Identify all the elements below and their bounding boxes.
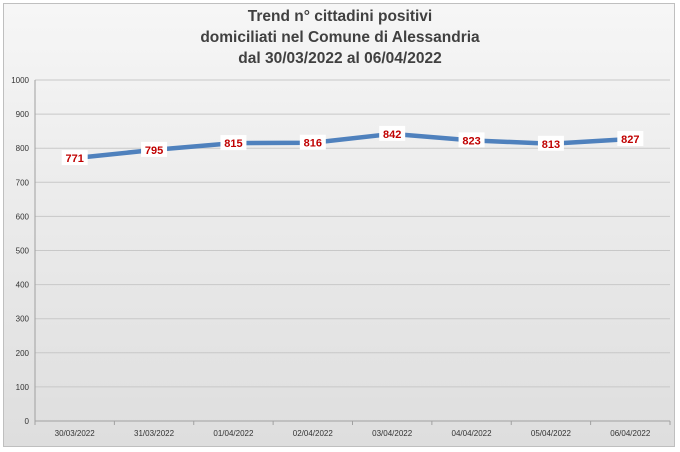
chart-title-line-3: dal 30/03/2022 al 06/04/2022 [238,50,442,67]
data-label-bg [299,134,326,150]
x-tick-label: 05/04/2022 [531,429,572,438]
data-label-bg [220,135,247,151]
data-labels: 771 795 815 816 842 823 813 827 [61,125,644,166]
data-label-bg [537,135,564,151]
x-tick-label: 04/04/2022 [452,429,493,438]
data-label: 771 [61,150,88,166]
data-label: 823 [458,132,485,148]
x-tick-label: 01/04/2022 [213,429,254,438]
y-tick-label: 400 [16,281,30,290]
y-tick-label: 100 [16,383,30,392]
y-tick-label: 600 [16,212,30,221]
y-axis: 0 100 200 300 400 500 600 700 800 900 1000 [11,76,36,426]
data-label-text: 842 [383,129,401,141]
y-tick-label: 1000 [11,76,29,85]
x-tick-label: 30/03/2022 [55,429,96,438]
data-label: 813 [537,135,564,151]
y-tick-label: 500 [16,247,30,256]
x-tick-label: 06/04/2022 [610,429,651,438]
gridlines [35,79,670,422]
chart-title-line-2: domiciliati nel Comune di Alessandria [200,29,480,46]
data-label-text: 815 [224,138,242,150]
data-label-text: 823 [462,135,480,147]
x-tick-label: 31/03/2022 [134,429,175,438]
data-label: 795 [141,141,168,157]
data-label: 842 [379,125,406,141]
y-tick-label: 800 [16,144,30,153]
data-label-bg [458,132,485,148]
y-tick-label: 300 [16,315,30,324]
data-label-text: 771 [66,153,84,165]
series-line [72,131,633,161]
data-label: 815 [220,135,247,151]
data-label-text: 827 [621,134,639,146]
data-label-bg [379,125,406,141]
y-tick-label: 200 [16,349,30,358]
chart-title: Trend n° cittadini positivi domiciliati … [0,6,680,69]
y-tick-label: 700 [16,178,30,187]
data-label-text: 813 [542,139,560,151]
series-line-path [72,131,633,161]
data-label: 827 [617,130,644,146]
data-label-bg [617,130,644,146]
data-label-text: 795 [145,145,163,157]
chart-title-line-1: Trend n° cittadini positivi [247,8,433,25]
data-label-bg [61,150,88,166]
data-label-bg [141,141,168,157]
data-label: 816 [299,134,326,150]
x-axis: 30/03/2022 31/03/2022 01/04/2022 02/04/2022… [34,421,671,438]
data-label-text: 816 [304,138,322,150]
y-tick-label: 900 [16,110,30,119]
x-tick-label: 03/04/2022 [372,429,413,438]
y-tick-label: 0 [25,417,30,426]
chart-frame [3,3,675,447]
x-tick-label: 02/04/2022 [293,429,334,438]
